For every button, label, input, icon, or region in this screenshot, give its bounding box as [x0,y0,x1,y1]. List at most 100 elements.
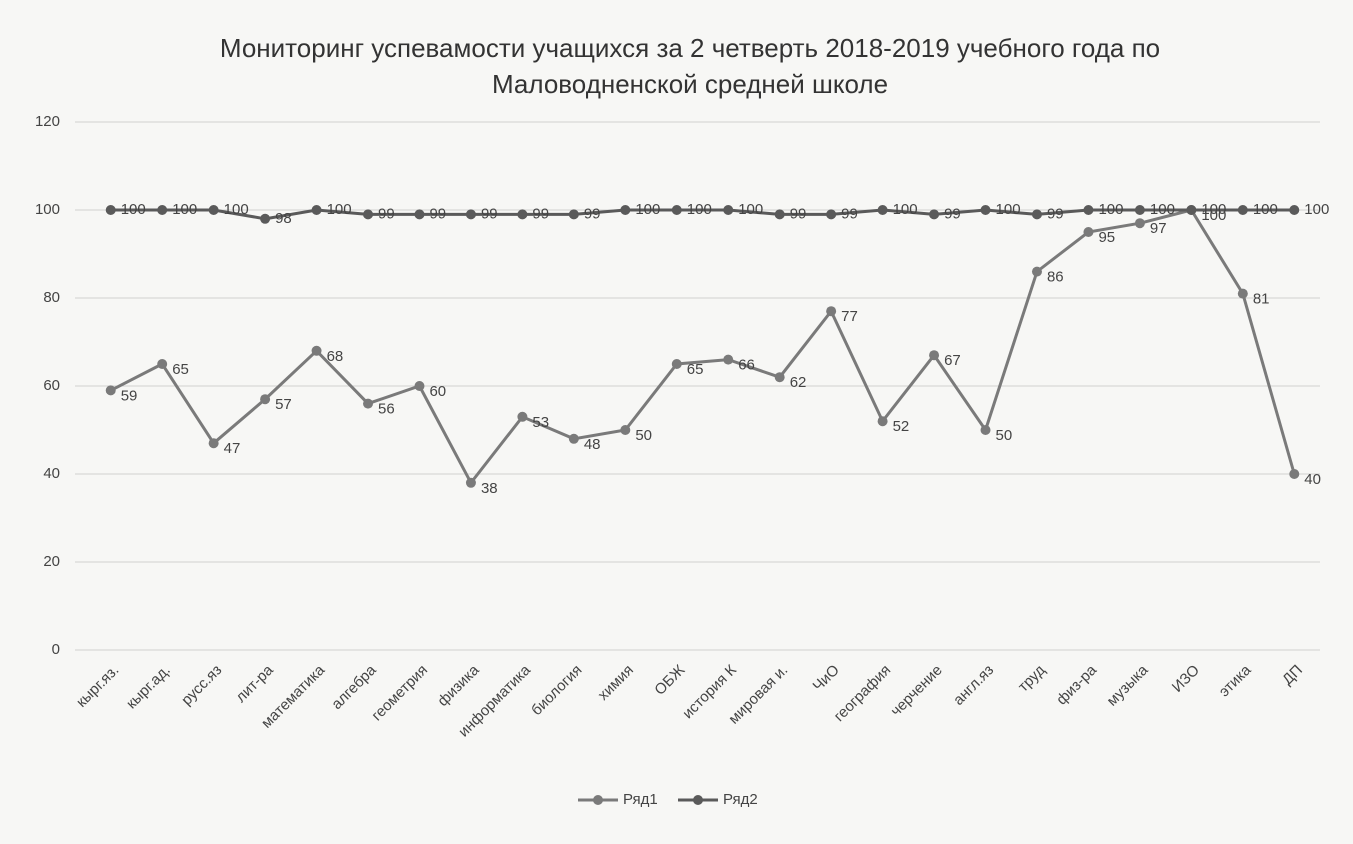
data-label: 65 [172,361,189,378]
data-label: 57 [275,396,292,413]
data-label: 65 [687,361,704,378]
data-point [208,438,219,449]
data-point [826,209,837,220]
data-label: 99 [532,205,549,222]
data-label: 99 [584,205,601,222]
data-label: 100 [893,201,918,218]
data-point [311,205,322,215]
data-point [671,205,682,215]
data-point [1186,205,1197,215]
data-label: 100 [327,201,352,218]
y-tick-label: 120 [35,113,60,130]
data-point [1289,469,1300,479]
data-label: 66 [738,357,755,374]
data-label: 100 [1098,201,1123,218]
data-label: 100 [738,201,763,218]
data-point [723,354,734,365]
y-tick-label: 100 [35,201,60,218]
data-label: 60 [429,383,446,400]
data-label: 56 [378,401,395,418]
data-label: 100 [996,201,1021,218]
legend-marker [593,795,603,805]
data-point [826,306,837,317]
x-tick-label: ОБЖ [651,662,688,699]
data-label: 86 [1047,269,1064,286]
legend-marker [693,795,703,805]
data-point [774,209,785,220]
x-tick-label: англ.яз [950,662,997,709]
x-tick-label: лит-ра [232,661,277,706]
data-point [877,416,888,427]
data-point [260,213,271,224]
x-tick-label: русс.яз [178,662,225,709]
data-point [1083,227,1094,237]
data-label: 95 [1098,229,1115,246]
data-label: 99 [1047,205,1064,222]
data-point [877,205,888,215]
data-point [208,205,219,215]
data-point [1031,266,1042,277]
data-point [1083,205,1094,215]
x-tick-label: химия [595,662,637,704]
data-point [568,209,579,220]
data-label: 97 [1150,220,1167,237]
data-point [517,209,528,220]
data-point [414,209,425,220]
series-line [110,208,1296,486]
data-label: 100 [1304,201,1329,218]
data-point [1237,288,1248,299]
data-point [774,372,785,383]
data-point [260,394,271,405]
data-label: 59 [121,387,138,404]
y-tick-label: 20 [43,553,60,570]
data-point [311,345,322,356]
series-line [110,208,1295,221]
data-label: 100 [1201,201,1226,218]
data-point [620,205,631,215]
data-label: 50 [996,427,1013,444]
data-label: 100 [1253,201,1278,218]
legend-label: Ряд1 [623,791,658,808]
data-label: 99 [481,205,498,222]
data-point [568,433,579,444]
data-point [363,398,374,409]
x-tick-label: кырг.ад. [123,662,174,713]
x-tick-label: ДП [1279,662,1306,689]
data-point [105,205,116,215]
data-point [1134,218,1145,229]
data-label: 100 [635,201,660,218]
data-label: 53 [532,414,549,431]
data-label: 77 [841,308,858,325]
data-label: 38 [481,480,498,497]
x-tick-label: биология [528,662,585,719]
data-label: 100 [224,201,249,218]
x-tick-label: ЧиО [810,662,843,695]
y-tick-label: 40 [43,465,60,482]
data-point [414,381,425,391]
data-point [929,209,940,220]
data-label: 67 [944,352,961,369]
data-label: 47 [224,440,241,457]
data-point [1237,205,1248,215]
x-tick-label: музыка [1104,661,1152,709]
x-tick-label: геометрия [368,662,431,725]
data-point [363,209,374,220]
data-point [980,425,991,435]
data-label: 100 [121,201,146,218]
x-tick-label: физ-ра [1053,661,1100,708]
legend-label: Ряд2 [723,791,758,808]
data-label: 81 [1253,291,1270,308]
x-tick-label: кырг.яз. [73,662,122,711]
data-point [1134,205,1145,215]
data-label: 99 [944,205,961,222]
x-tick-label: физика [434,661,483,710]
data-point [465,209,476,220]
x-tick-label: этика [1216,661,1255,700]
data-label: 99 [790,205,807,222]
data-label: 99 [429,205,446,222]
chart-title: Мониторинг успевамости учащихся за 2 чет… [219,33,1161,99]
data-label: 62 [790,374,807,391]
data-label: 99 [378,205,395,222]
data-point [929,350,940,361]
